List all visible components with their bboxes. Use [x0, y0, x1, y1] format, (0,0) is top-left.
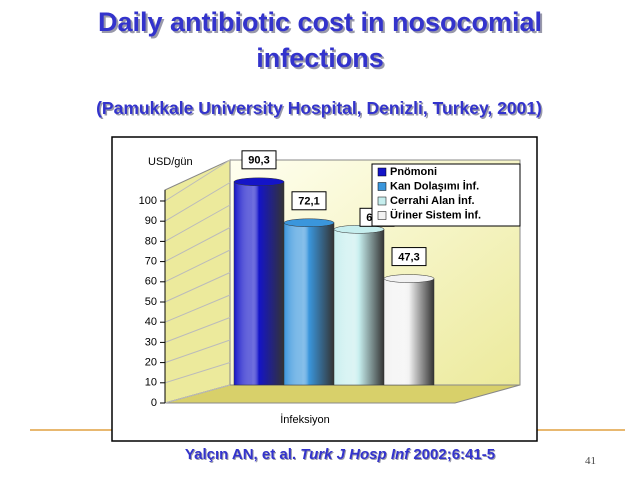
y-tick-label: 30	[145, 336, 157, 348]
bar	[333, 229, 385, 386]
y-tick-label: 0	[151, 397, 157, 409]
legend-swatch	[377, 196, 387, 206]
grid-line	[164, 159, 231, 202]
grid-line	[164, 204, 231, 242]
legend-label: Pnömoni	[390, 166, 437, 178]
subtitle: (Pamukkale University Hospital, Denizli,…	[96, 98, 542, 118]
y-tick-label: 90	[145, 215, 157, 227]
title: Daily antibiotic cost in nosocomial infe…	[97, 7, 543, 73]
y-axis-title: USD/gün	[148, 156, 193, 168]
grid-line	[164, 339, 231, 364]
grid-line	[164, 317, 231, 343]
grid-line	[164, 249, 231, 283]
grid-line	[164, 294, 231, 323]
citation-authors: Yalçın AN, et al.	[184, 446, 297, 463]
grid-line	[164, 182, 231, 222]
legend-swatch	[377, 167, 387, 177]
y-tick-label: 40	[145, 316, 157, 328]
bar-top	[233, 177, 285, 187]
legend-box	[371, 163, 521, 227]
side-wall	[164, 159, 231, 404]
legend-swatch	[377, 211, 387, 220]
plot: 010203040506070809010090,372,169,247,3Pn…	[139, 150, 521, 409]
legend-label: Cerrahi Alan İnf.	[390, 194, 475, 207]
bar-top	[383, 274, 435, 283]
bar-top	[283, 218, 335, 228]
bar	[233, 181, 285, 386]
y-tick-label: 60	[145, 276, 157, 288]
y-tick-label: 80	[145, 235, 157, 247]
grid-line	[164, 384, 231, 404]
citation-reference: 2002;6:41-5	[413, 446, 496, 463]
grid-line	[164, 272, 231, 303]
legend-label: Üriner Sistem İnf.	[390, 208, 481, 221]
citation-journal: Turk J Hosp Inf	[300, 446, 410, 463]
value-label-box	[291, 191, 327, 211]
bar-group	[283, 218, 335, 386]
legend-label: Kan Dolaşımı İnf.	[390, 179, 479, 192]
grid-line	[164, 362, 231, 384]
x-axis-title: İnfeksiyon	[280, 413, 330, 426]
y-tick-label: 10	[145, 377, 157, 389]
value-label: 90,3	[248, 155, 269, 167]
grid-line	[164, 227, 231, 263]
value-label-box	[241, 150, 277, 170]
y-tick-label: 50	[145, 296, 157, 308]
bar-top	[333, 225, 385, 234]
value-label: 47,3	[398, 251, 419, 263]
value-label-box	[391, 247, 427, 267]
y-tick-label: 70	[145, 256, 157, 268]
bar-group	[233, 177, 285, 386]
value-label: 72,1	[298, 196, 319, 208]
bar-group	[333, 225, 385, 386]
legend-swatch	[377, 182, 387, 191]
bar	[383, 278, 435, 386]
page-number: 41	[585, 455, 596, 467]
bar-group	[383, 274, 435, 386]
bar	[283, 222, 335, 386]
y-tick-label: 100	[139, 195, 157, 207]
citation: Yalçın AN, et al. Turk J Hosp Inf 2002;6…	[150, 446, 530, 463]
y-tick-label: 20	[145, 357, 157, 369]
